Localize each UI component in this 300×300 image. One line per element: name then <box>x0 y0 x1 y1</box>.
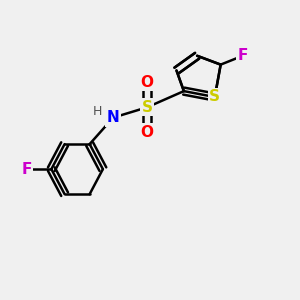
Text: F: F <box>238 48 248 63</box>
Text: H: H <box>92 105 102 118</box>
Text: S: S <box>209 89 220 104</box>
Text: F: F <box>21 162 32 177</box>
Text: O: O <box>141 75 154 90</box>
Text: S: S <box>142 100 153 115</box>
Text: O: O <box>141 125 154 140</box>
Text: N: N <box>107 110 120 125</box>
